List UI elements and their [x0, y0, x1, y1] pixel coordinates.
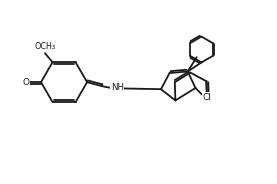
Text: OCH₃: OCH₃: [34, 43, 55, 52]
Text: Cl: Cl: [202, 93, 211, 102]
Text: O: O: [22, 78, 29, 87]
Text: NH: NH: [111, 83, 124, 92]
